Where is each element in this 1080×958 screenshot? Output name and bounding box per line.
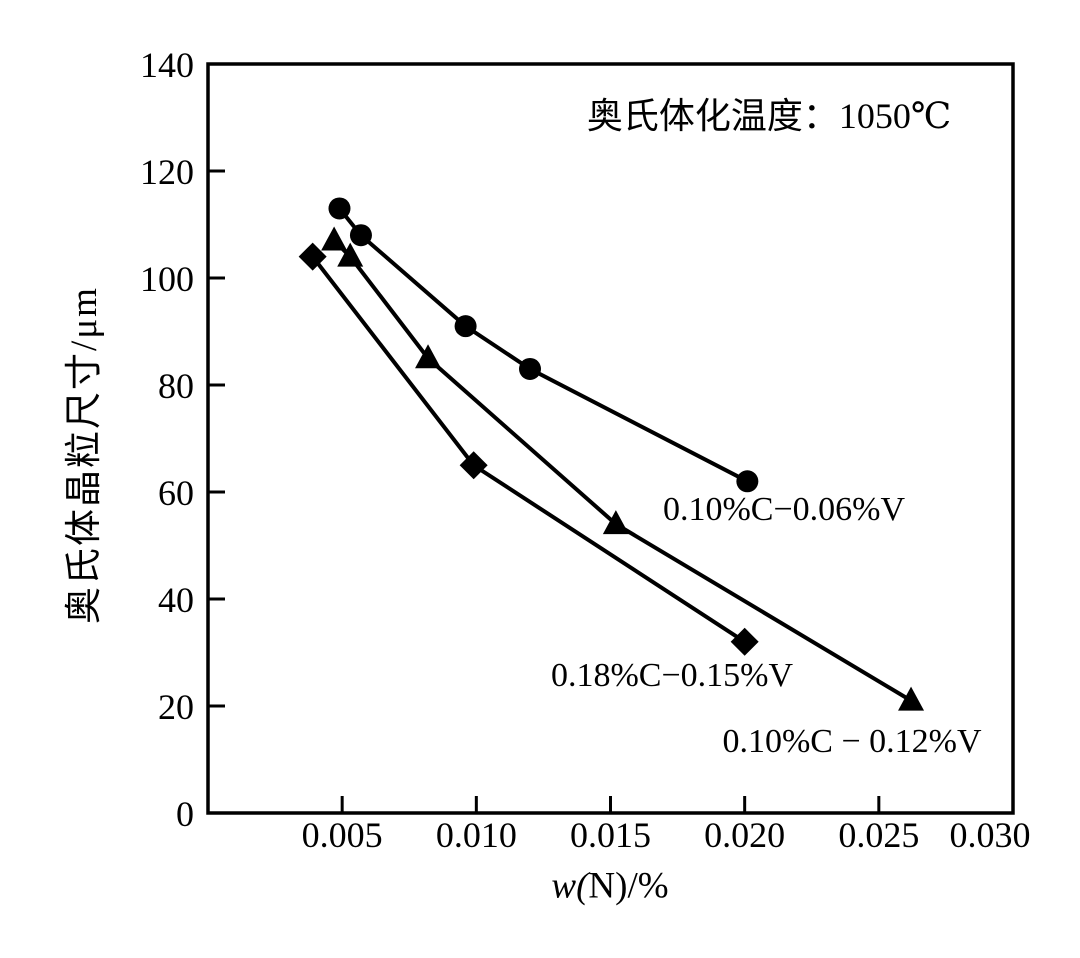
chart-annotation: 奥氏体化温度：1050℃ [586,96,952,136]
plot-frame [206,62,1015,815]
series-label-circle: 0.10%C−0.06%V [662,491,906,528]
y-tick-label: 40 [158,580,194,620]
y-tick-label: 100 [140,259,194,299]
triangle-marker [898,686,925,711]
y-tick-label: 60 [158,473,194,513]
circle-marker [736,470,759,493]
circle-marker [519,357,541,380]
triangle-marker [321,226,348,251]
x-tick-label: 0.010 [436,815,517,855]
series-label-diamond: 0.18%C−0.15%V [550,657,794,694]
series-circle [328,197,759,493]
circle-marker [328,197,351,220]
y-tick-label: 20 [158,687,194,727]
circle-marker [349,224,372,247]
triangle-marker [337,242,364,267]
triangle-marker [415,344,442,369]
series-triangle [321,226,925,711]
x-axis-label: w(N)/% [551,865,669,907]
diamond-marker [298,242,327,271]
series-line [332,239,913,703]
series-diamond [298,242,759,656]
x-tick-label: 0.005 [302,815,383,855]
diamond-marker [730,627,759,656]
circle-marker [454,315,477,338]
y-tick-label: 0 [176,794,194,834]
triangle-marker [602,510,629,535]
x-tick-label: 0.015 [570,815,651,855]
y-tick-label: 80 [158,366,194,406]
diamond-marker [459,451,488,480]
y-axis-label: 奥氏体晶粒尺寸/μm [64,286,105,624]
series-line [337,207,749,484]
x-tick-label: 0.025 [838,815,919,855]
y-tick-label: 140 [140,45,194,85]
x-tick-label: 0.020 [704,815,785,855]
series-label-triangle: 0.10%C − 0.12%V [722,723,982,760]
y-tick-label: 120 [140,152,194,192]
x-tick-label: 0.030 [950,815,1031,855]
